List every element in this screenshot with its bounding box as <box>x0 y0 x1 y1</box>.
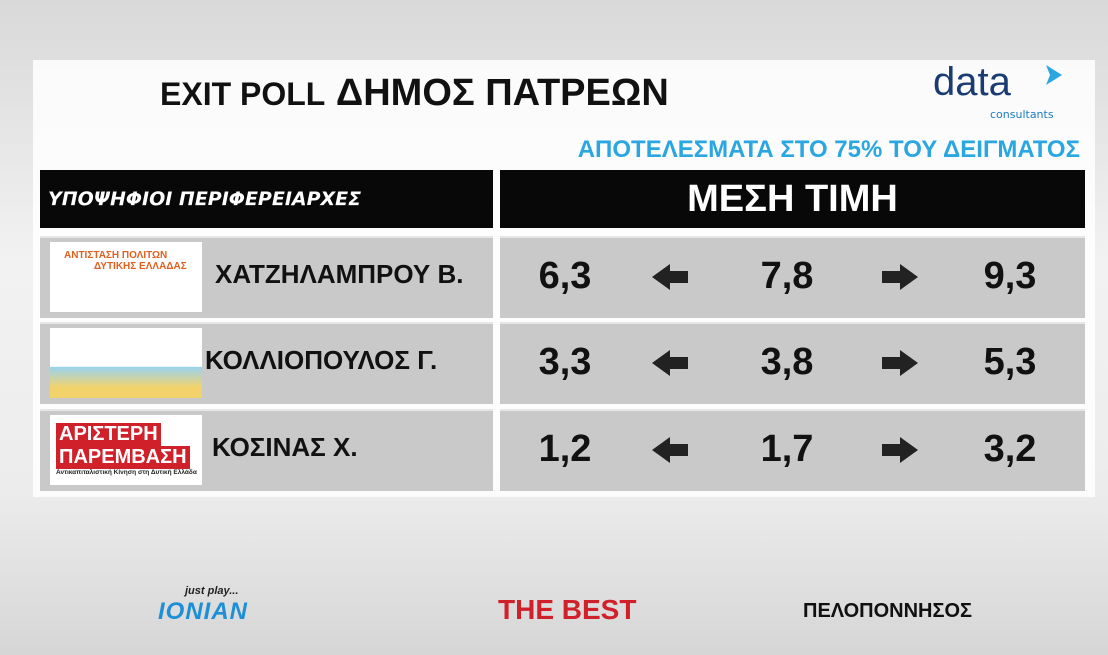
footer-tagline: just play... <box>185 585 239 597</box>
low-value: 3,3 <box>538 341 592 383</box>
arrow <box>882 437 918 463</box>
logo-text: Αντικαπιταλιστική Κίνηση στη Δυτική Ελλά… <box>56 469 197 476</box>
low-value: 1,2 <box>538 428 592 470</box>
footer-ionian: IONIAN <box>158 598 248 625</box>
arrow <box>652 264 688 290</box>
brand-logo: data <box>933 60 1011 104</box>
title: EXIT POLL ΔΗΜΟΣ ΠΑΤΡΕΩΝ <box>160 72 669 115</box>
footer-pelop: ΠΕΛΟΠΟΝΝΗΣΟΣ <box>803 600 973 622</box>
value-cell <box>500 236 1085 318</box>
logo-text: ΑΡΙΣΤΕΡΗ <box>56 423 161 446</box>
arrow <box>882 264 918 290</box>
brand-arrow <box>1046 65 1062 85</box>
high-value: 3,2 <box>983 428 1037 470</box>
title-main: ΔΗΜΟΣ ΠΑΤΡΕΩΝ <box>335 72 669 114</box>
subtitle: ΑΠΟΤΕΛΕΣΜΑΤΑ ΣΤΟ 75% ΤΟΥ ΔΕΙΓΜΑΤΟΣ <box>577 136 1080 163</box>
candidate-name: ΚΟΛΛΙΟΠΟΥΛΟΣ Γ. <box>205 345 438 375</box>
high-value: 5,3 <box>983 341 1037 383</box>
mid-value: 3,8 <box>760 341 814 383</box>
arrow <box>652 437 688 463</box>
candidate-name: ΚΟΣΙΝΑΣ Χ. <box>212 432 358 462</box>
value-cell <box>500 322 1085 404</box>
title-prefix: EXIT POLL <box>160 76 326 112</box>
mid-value: 7,8 <box>760 255 814 297</box>
candidate-name: ΧΑΤΖΗΛΑΜΠΡΟΥ Β. <box>215 259 464 289</box>
logo-text: ΑΝΤΙΣΤΑΣΗ ΠΟΛΙΤΩΝ <box>64 250 168 261</box>
party-logo: ΑΡΙΣΤΕΡΗΠΑΡΕΜΒΑΣΗ Αντικαπιταλιστική Κίνησ… <box>50 415 202 485</box>
party-logo: ΑΝΤΙΣΤΑΣΗ ΠΟΛΙΤΩΝ ΔΥΤΙΚΗΣ ΕΛΛΑΔΑΣ <box>50 242 202 312</box>
arrow <box>882 350 918 376</box>
low-value: 6,3 <box>538 255 592 297</box>
brand-sub: consultants <box>990 108 1054 121</box>
logo-text: ΠΑΡΕΜΒΑΣΗ <box>56 446 190 469</box>
logo-text: ΔΥΤΙΚΗΣ ΕΛΛΑΔΑΣ <box>94 261 187 272</box>
party-logo <box>50 328 202 398</box>
mid-value: 1,7 <box>760 428 814 470</box>
header-mean: ΜΕΣΗ ΤΙΜΗ <box>500 170 1085 228</box>
arrow <box>652 350 688 376</box>
footer-best: THE BEST <box>498 594 637 625</box>
value-cell <box>500 409 1085 491</box>
high-value: 9,3 <box>983 255 1037 297</box>
header-candidates: ΥΠΟΨΗΦΙΟΙ ΠΕΡΙΦΕΡΕΙΑΡΧΕΣ <box>40 170 493 228</box>
